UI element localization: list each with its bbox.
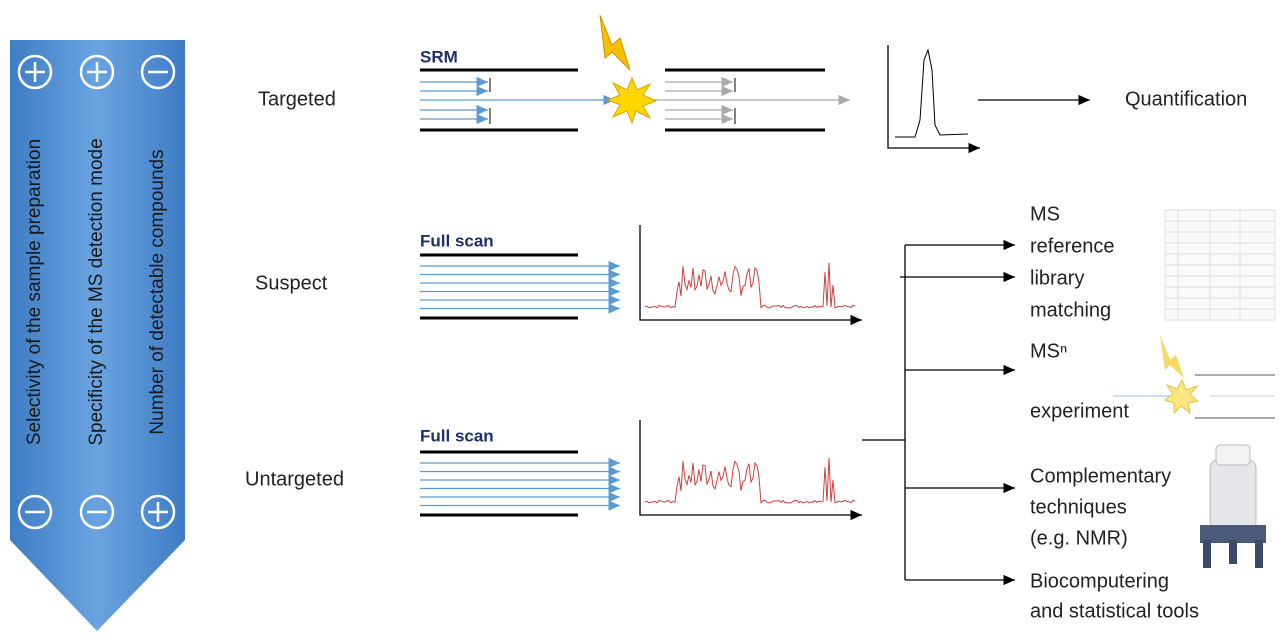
mode-label: Full scan xyxy=(420,426,494,445)
arrow-label: Specificity of the MS detection mode xyxy=(86,138,107,445)
msn-icon xyxy=(1113,335,1275,419)
gradient-arrow xyxy=(10,40,185,631)
arrow-label: Selectivity of the sample preparation xyxy=(24,139,45,445)
output-label: MS xyxy=(1030,203,1060,225)
sign-icons xyxy=(17,54,176,530)
library-table-icon xyxy=(1164,209,1276,321)
output-label: techniques xyxy=(1030,496,1127,518)
output-label: Quantification xyxy=(1125,88,1247,110)
branch-arrows xyxy=(862,239,1015,586)
output-label: and statistical tools xyxy=(1030,600,1199,622)
full-scan-schemes xyxy=(420,225,862,521)
row-label: Untargeted xyxy=(245,468,344,490)
srm-quadrupoles xyxy=(420,14,1090,154)
output-label: Biocomputering xyxy=(1030,570,1169,592)
output-label: reference xyxy=(1030,235,1115,257)
nmr-icon xyxy=(1200,444,1266,568)
output-label: MSⁿ xyxy=(1030,340,1067,362)
output-label: experiment xyxy=(1030,400,1129,422)
row-label: Targeted xyxy=(258,88,336,110)
mode-label: Full scan xyxy=(420,231,494,250)
output-label: Complementary xyxy=(1030,465,1171,487)
output-label: (e.g. NMR) xyxy=(1030,527,1128,549)
output-label: matching xyxy=(1030,299,1111,321)
output-label: library xyxy=(1030,267,1084,289)
row-label: Suspect xyxy=(255,272,328,294)
mode-label: SRM xyxy=(420,47,458,66)
arrow-label: Number of detectable compounds xyxy=(147,149,168,434)
